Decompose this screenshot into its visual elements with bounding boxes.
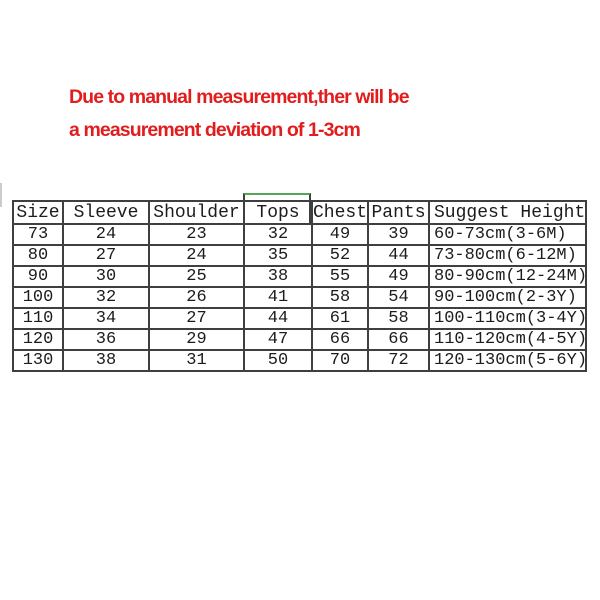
table-cell: 23 [148,223,245,246]
table-row: 80 27 24 35 52 44 73-80cm(6-12M) [12,244,587,267]
table-cell: 66 [367,328,430,351]
table-cell: 80 [12,244,64,267]
table-cell: 70 [311,349,369,372]
size-chart-table: Size Sleeve Shoulder Tops Chest Pants Suggest … [12,200,587,372]
table-cell: 72 [367,349,430,372]
table-cell: 73 [12,223,64,246]
table-cell: 25 [148,265,245,288]
table-cell: 44 [243,307,313,330]
notice-line-1: Due to manual measurement,ther will be [69,86,410,108]
table-row: 73 24 23 32 49 39 60-73cm(3-6M) [12,223,587,246]
table-cell: 100 [12,286,64,309]
table-cell: 39 [367,223,430,246]
column-header-chest: Chest [311,200,369,225]
column-header-shoulder: Shoulder [148,200,245,225]
table-row: 100 32 26 41 58 54 90-100cm(2-3Y) [12,286,587,309]
table-cell: 80-90cm(12-24M) [428,265,587,288]
table-cell: 24 [148,244,245,267]
table-cell: 35 [243,244,313,267]
table-cell: 110-120cm(4-5Y) [428,328,587,351]
table-cell: 38 [243,265,313,288]
table-cell: 27 [148,307,245,330]
column-header-size: Size [12,200,64,225]
table-cell: 36 [62,328,150,351]
table-cell: 32 [243,223,313,246]
table-row: 110 34 27 44 61 58 100-110cm(3-4Y) [12,307,587,330]
table-cell: 110 [12,307,64,330]
table-cell: 41 [243,286,313,309]
column-header-pants: Pants [367,200,430,225]
size-chart: Size Sleeve Shoulder Tops Chest Pants Suggest … [12,193,587,372]
table-cell: 26 [148,286,245,309]
table-cell: 27 [62,244,150,267]
table-cell: 47 [243,328,313,351]
measurement-notice: Due to manual measurement,ther will be a… [69,81,410,147]
table-body: 73 24 23 32 49 39 60-73cm(3-6M) 80 27 24 35 52 44 73-… [12,223,587,372]
table-cell: 49 [367,265,430,288]
table-cell: 54 [367,286,430,309]
table-row: 120 36 29 47 66 66 110-120cm(4-5Y) [12,328,587,351]
table-cell: 52 [311,244,369,267]
table-cell: 60-73cm(3-6M) [428,223,587,246]
table-cell: 38 [62,349,150,372]
table-cell: 90 [12,265,64,288]
table-cell: 44 [367,244,430,267]
table-cell: 73-80cm(6-12M) [428,244,587,267]
table-cell: 32 [62,286,150,309]
table-cell: 61 [311,307,369,330]
table-cell: 24 [62,223,150,246]
table-cell: 66 [311,328,369,351]
table-cell: 58 [311,286,369,309]
left-edge-artifact [0,183,2,207]
table-cell: 130 [12,349,64,372]
table-cell: 50 [243,349,313,372]
table-row: 130 38 31 50 70 72 120-130cm(5-6Y) [12,349,587,372]
notice-line-2: a measurement deviation of 1-3cm [69,119,361,141]
table-cell: 120 [12,328,64,351]
table-cell: 31 [148,349,245,372]
table-row: 90 30 25 38 55 49 80-90cm(12-24M) [12,265,587,288]
table-cell: 90-100cm(2-3Y) [428,286,587,309]
table-cell: 49 [311,223,369,246]
table-cell: 30 [62,265,150,288]
table-cell: 58 [367,307,430,330]
column-header-sleeve: Sleeve [62,200,150,225]
column-header-tops: Tops [243,200,313,225]
table-cell: 120-130cm(5-6Y) [428,349,587,372]
table-cell: 100-110cm(3-4Y) [428,307,587,330]
column-header-suggest-height: Suggest Height [428,200,587,225]
table-cell: 34 [62,307,150,330]
header-row: Size Sleeve Shoulder Tops Chest Pants Suggest … [12,200,587,225]
table-cell: 29 [148,328,245,351]
table-cell: 55 [311,265,369,288]
